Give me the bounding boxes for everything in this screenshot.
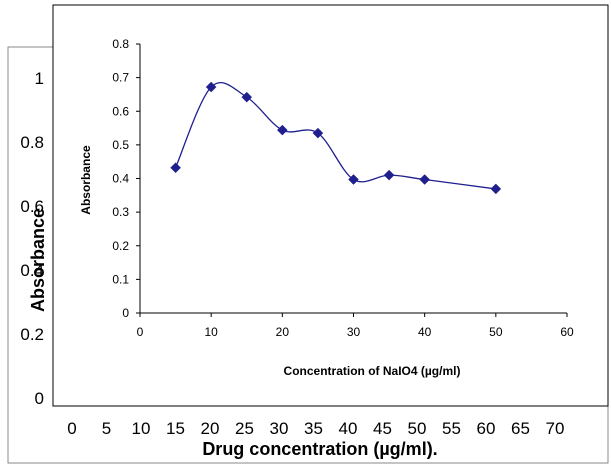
inset-data-point <box>383 169 395 181</box>
inset-data-point <box>312 127 324 139</box>
inset-data-point <box>348 174 359 185</box>
background-x-tick-label: 55 <box>442 419 461 438</box>
background-x-tick-labels: 0 5 10 15 20 25 30 35 40 45 50 55 60 65 70 <box>67 419 564 438</box>
inset-data-point <box>170 162 181 174</box>
background-x-axis-label: Drug concentration (µg/ml). <box>202 439 437 459</box>
inset-x-tick-labels: 0 10 20 30 40 50 60 <box>137 325 574 339</box>
background-x-tick-label: 30 <box>270 419 289 438</box>
inset-y-axis-label: Absorbance <box>79 145 93 215</box>
background-x-tick-label: 5 <box>102 419 111 438</box>
background-x-tick-label: 60 <box>477 419 496 438</box>
inset-x-tick-label: 20 <box>276 325 290 339</box>
background-x-tick-label: 0 <box>67 419 76 438</box>
inset-data-point <box>241 91 253 103</box>
inset-x-tick-label: 50 <box>489 325 503 339</box>
background-y-tick-label: 0.6 <box>20 197 44 216</box>
inset-y-tick-label: 0.5 <box>112 138 129 152</box>
inset-x-tick-label: 60 <box>560 325 574 339</box>
background-x-tick-label: 50 <box>408 419 427 438</box>
inset-x-tick-label: 0 <box>137 325 144 339</box>
inset-x-tick-label: 40 <box>418 325 432 339</box>
background-x-tick-label: 15 <box>166 419 185 438</box>
inset-x-axis-label: Concentration of NaIO4 (µg/ml) <box>284 364 461 378</box>
inset-y-tick-label: 0 <box>122 306 129 320</box>
background-y-tick-label: 0.8 <box>20 133 44 152</box>
background-x-tick-label: 40 <box>339 419 358 438</box>
inset-data-point <box>490 183 502 195</box>
inset-x-tick-label: 30 <box>347 325 361 339</box>
background-y-tick-label: 0 <box>35 389 44 408</box>
inset-x-tick-label: 10 <box>204 325 218 339</box>
inset-data-point <box>276 124 288 136</box>
inset-y-tick-label: 0.8 <box>112 37 129 51</box>
inset-y-tick-label: 0.7 <box>112 71 129 85</box>
background-x-tick-label: 20 <box>201 419 220 438</box>
inset-y-tick-label: 0.4 <box>112 172 129 186</box>
background-x-tick-label: 70 <box>546 419 565 438</box>
background-y-tick-label: 0.4 <box>20 261 44 280</box>
inset-chart-frame <box>52 4 609 407</box>
inset-data-point <box>419 174 431 185</box>
background-y-tick-label: 1 <box>35 69 44 88</box>
background-x-tick-label: 25 <box>235 419 254 438</box>
background-x-tick-label: 45 <box>373 419 392 438</box>
inset-y-tick-label: 0.6 <box>112 104 129 118</box>
inset-y-tick-label: 0.3 <box>112 205 129 219</box>
background-y-axis-label: Absorbance <box>28 208 48 312</box>
inset-data-point <box>205 81 217 93</box>
inset-axes <box>136 43 568 317</box>
inset-data-points <box>170 81 502 195</box>
inset-y-tick-label: 0.1 <box>112 272 129 286</box>
inset-y-tick-label: 0.2 <box>112 239 129 253</box>
background-x-tick-label: 10 <box>132 419 151 438</box>
background-y-tick-label: 0.2 <box>20 325 44 344</box>
background-x-tick-label: 35 <box>304 419 323 438</box>
background-x-tick-label: 65 <box>511 419 530 438</box>
background-y-tick-labels: 0 0.2 0.4 0.6 0.8 1 <box>20 69 44 408</box>
inset-y-tick-labels: 0 0.1 0.2 0.3 0.4 0.5 0.6 0.7 0.8 <box>112 37 129 320</box>
